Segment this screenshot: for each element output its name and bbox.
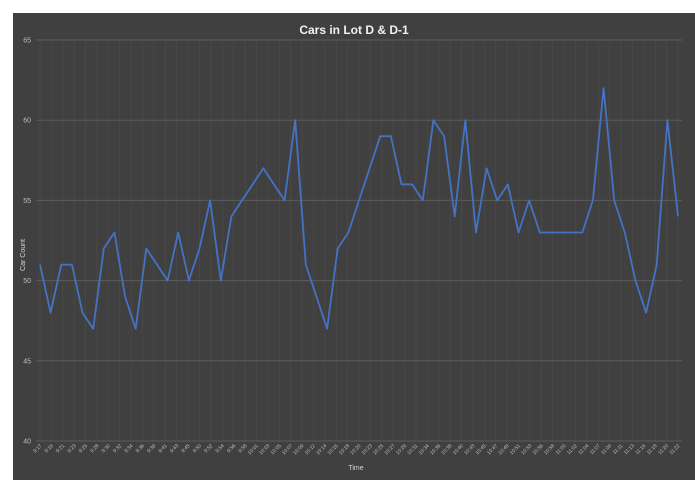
x-tick-label: 9:52 bbox=[203, 443, 214, 454]
x-tick-label: 9:32 bbox=[112, 443, 123, 454]
x-tick-label: 10:27 bbox=[384, 443, 397, 456]
y-tick-label: 65 bbox=[23, 38, 31, 45]
x-tick-label: 10:34 bbox=[418, 443, 431, 456]
x-tick-label: 11:16 bbox=[634, 443, 647, 456]
x-tick-label: 10:09 bbox=[292, 443, 305, 456]
vertical-gridlines bbox=[39, 40, 679, 441]
x-tick-label: 10:12 bbox=[304, 443, 317, 456]
x-tick-label: 11:22 bbox=[669, 443, 682, 456]
y-tick-label: 45 bbox=[23, 358, 31, 365]
x-tick-label: 11:09 bbox=[600, 443, 613, 456]
x-tick-label: 11:20 bbox=[657, 443, 670, 456]
x-tick-label: 9:45 bbox=[180, 443, 191, 454]
x-tick-label: 10:01 bbox=[247, 443, 260, 456]
y-tick-label: 55 bbox=[23, 198, 31, 205]
x-tick-label: 10:53 bbox=[520, 443, 533, 456]
x-tick-label: 10:07 bbox=[281, 443, 294, 456]
x-tick-label: 9:50 bbox=[192, 443, 203, 454]
y-tick-label: 50 bbox=[23, 278, 31, 285]
x-tick-label: 10:25 bbox=[372, 443, 385, 456]
y-tick-label: 40 bbox=[23, 439, 31, 446]
x-tick-label: 10:18 bbox=[338, 443, 351, 456]
x-tick-label: 11:13 bbox=[623, 443, 636, 456]
y-axis-tick-labels: 40 45 50 55 60 65 bbox=[23, 38, 31, 446]
x-tick-label: 10:16 bbox=[327, 443, 340, 456]
x-tick-label: 10:29 bbox=[395, 443, 408, 456]
x-tick-label: 9:36 bbox=[135, 443, 146, 454]
x-tick-label: 10:20 bbox=[349, 443, 362, 456]
x-tick-label: 9:21 bbox=[55, 443, 66, 454]
series-group bbox=[39, 87, 679, 330]
x-tick-label: 10:47 bbox=[486, 443, 499, 456]
series-line bbox=[39, 87, 679, 330]
x-tick-label: 9:56 bbox=[226, 443, 237, 454]
x-tick-label: 9:23 bbox=[66, 443, 77, 454]
x-tick-label: 9:19 bbox=[44, 443, 55, 454]
x-tick-label: 10:51 bbox=[509, 443, 522, 456]
x-axis-title: Time bbox=[348, 465, 363, 472]
x-tick-label: 10:49 bbox=[497, 443, 510, 456]
x-tick-label: 9:17 bbox=[32, 443, 43, 454]
x-tick-label: 10:58 bbox=[543, 443, 556, 456]
x-tick-label: 10:05 bbox=[270, 443, 283, 456]
x-tick-label: 10:36 bbox=[429, 443, 442, 456]
x-tick-label: 9:39 bbox=[146, 443, 157, 454]
chart-area: Cars in Lot D & D-1 40 45 50 55 60 65 9:17 9:1… bbox=[13, 13, 695, 480]
x-tick-label: 10:43 bbox=[463, 443, 476, 456]
x-tick-label: 9:41 bbox=[158, 443, 169, 454]
x-tick-label: 11:18 bbox=[646, 443, 659, 456]
x-tick-label: 9:25 bbox=[78, 443, 89, 454]
x-tick-label: 9:58 bbox=[237, 443, 248, 454]
x-tick-label: 10:38 bbox=[440, 443, 453, 456]
x-tick-label: 11:07 bbox=[589, 443, 602, 456]
x-axis-tick-labels: 9:17 9:19 9:21 9:23 9:25 9:28 9:30 9:32 9:34 9:36… bbox=[32, 443, 681, 456]
x-tick-label: 11:04 bbox=[577, 443, 590, 456]
x-tick-label: 9:30 bbox=[101, 443, 112, 454]
y-tick-label: 60 bbox=[23, 118, 31, 125]
x-tick-label: 9:54 bbox=[215, 443, 226, 454]
chart-title: Cars in Lot D & D-1 bbox=[299, 23, 409, 37]
x-tick-label: 11:02 bbox=[566, 443, 579, 456]
x-tick-label: 9:28 bbox=[89, 443, 100, 454]
x-tick-label: 10:14 bbox=[315, 443, 328, 456]
x-tick-label: 9:34 bbox=[123, 443, 134, 454]
x-tick-label: 11:11 bbox=[612, 443, 625, 456]
x-tick-label: 10:23 bbox=[361, 443, 374, 456]
line-chart: Cars in Lot D & D-1 40 45 50 55 60 65 9:17 9:1… bbox=[20, 23, 682, 472]
x-tick-label: 10:03 bbox=[258, 443, 271, 456]
x-tick-label: 11:00 bbox=[555, 443, 568, 456]
x-tick-label: 10:56 bbox=[532, 443, 545, 456]
y-axis-title: Car Count bbox=[20, 239, 27, 271]
x-tick-label: 9:43 bbox=[169, 443, 180, 454]
x-tick-label: 10:40 bbox=[452, 443, 465, 456]
x-tick-label: 10:31 bbox=[406, 443, 419, 456]
x-tick-label: 10:45 bbox=[475, 443, 488, 456]
